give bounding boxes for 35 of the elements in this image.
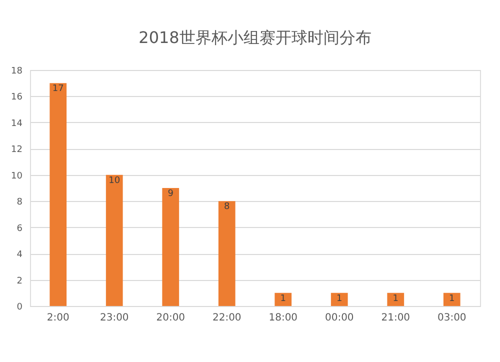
x-tick-label: 03:00 (437, 312, 466, 324)
y-tick-label: 14 (11, 118, 23, 129)
data-label: 1 (336, 294, 342, 304)
bar (443, 292, 460, 306)
x-tick-label: 2:00 (46, 312, 70, 324)
y-tick-label: 18 (11, 66, 23, 76)
x-tick-label: 18:00 (268, 312, 298, 324)
y-tick-label: 0 (16, 302, 23, 312)
bar (50, 83, 67, 306)
bar (387, 292, 404, 306)
y-tick-label: 2 (16, 276, 22, 286)
y-tick-label: 12 (11, 145, 22, 156)
chart-title: 2018世界杯小组赛开球时间分布 (138, 28, 372, 47)
data-label: 1 (280, 294, 286, 304)
data-label: 1 (449, 294, 455, 304)
x-tick-label: 00:00 (324, 312, 354, 324)
y-tick-label: 16 (11, 92, 23, 103)
x-tick-label: 21:00 (381, 312, 410, 324)
data-label: 8 (224, 202, 230, 212)
y-tick-label: 4 (16, 250, 23, 260)
data-label: 17 (52, 84, 64, 94)
x-tick-label: 22:00 (212, 312, 242, 324)
x-tick-label: 23:00 (100, 312, 129, 324)
bar (218, 201, 236, 306)
bar (274, 292, 292, 306)
x-tick-label: 20:00 (156, 312, 186, 324)
bar (162, 188, 180, 306)
y-tick-label: 10 (11, 171, 23, 182)
data-label: 1 (392, 294, 398, 304)
y-tick-label: 6 (16, 224, 23, 234)
data-label: 9 (168, 189, 174, 199)
bar (106, 174, 123, 306)
bar (330, 292, 348, 306)
data-label: 10 (108, 176, 120, 186)
y-tick-label: 8 (16, 198, 23, 208)
